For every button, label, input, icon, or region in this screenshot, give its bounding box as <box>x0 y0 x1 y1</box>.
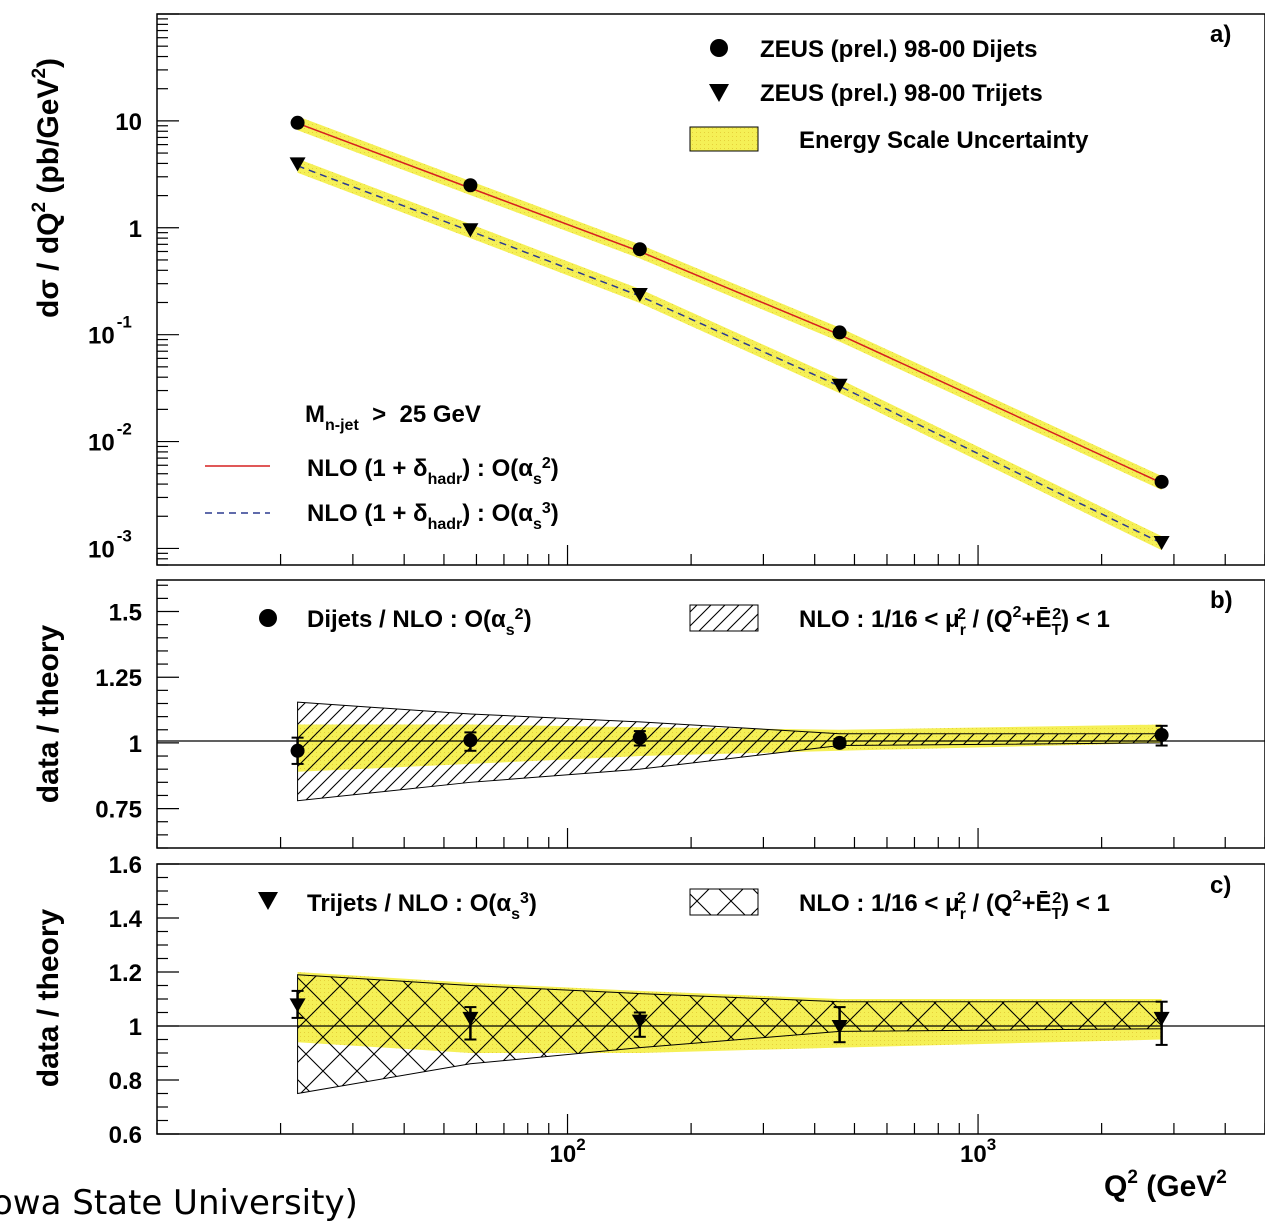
y-tick-label: 0.75 <box>95 797 142 824</box>
legend-scale-band: NLO : 1/16 < μr2 / (Q2+ĒT2) < 1 <box>799 888 1110 923</box>
y-tick-label: 10 <box>115 109 142 136</box>
y-tick-label: 1 <box>129 731 142 758</box>
panel-a-label: a) <box>1210 21 1231 48</box>
legend-nlo2: NLO (1 + δhadr) : O(αs2) <box>307 455 559 488</box>
legend-trijets-marker <box>709 84 729 102</box>
data-points <box>290 724 1169 765</box>
legend-trijets-ratio-marker <box>258 892 278 910</box>
legend-dijets-ratio: Dijets / NLO : O(αs2) <box>307 606 532 639</box>
panel-c: 0.6 0.8 1 1.2 1.4 1.6 c) Trijets / NLO : O(αs… <box>32 852 1265 1203</box>
x-minor-ticks <box>156 545 1265 565</box>
y-tick-label: 1.25 <box>95 665 142 692</box>
dijet-point <box>632 242 647 257</box>
energy-band-area <box>297 116 1162 490</box>
trijet-point <box>631 288 648 303</box>
legend-dijets: ZEUS (prel.) 98-00 Dijets <box>760 36 1037 63</box>
trijet-point <box>462 223 479 238</box>
energy-band-area <box>297 158 1162 551</box>
x-tick-label: 102 <box>550 1135 586 1168</box>
y-tick-label: 10-2 <box>88 420 132 457</box>
y-ticks: 0.6 0.8 1 1.2 1.4 1.6 <box>109 852 179 1149</box>
ratio-point <box>289 998 306 1013</box>
scale-band-area <box>297 701 1163 802</box>
ratio-point <box>1153 1011 1170 1026</box>
legend-scale-band: NLO : 1/16 < μr2 / (Q2+ĒT2) < 1 <box>799 604 1110 639</box>
y-tick-label: 1 <box>129 216 142 243</box>
ratio-point <box>462 1011 479 1026</box>
legend-trijets: ZEUS (prel.) 98-00 Trijets <box>760 80 1043 107</box>
data-points <box>289 115 1170 550</box>
panel-c-label: c) <box>1210 872 1231 899</box>
data-points <box>289 989 1170 1046</box>
y-ticks: 10 1 10-1 10-2 10-3 <box>88 13 179 566</box>
y-tick-label: 1 <box>129 1014 142 1041</box>
uncertainty-bands <box>297 701 1163 802</box>
ratio-point <box>1154 728 1169 743</box>
legend-energy-band: Energy Scale Uncertainty <box>799 127 1089 154</box>
panel-b-ylabel: data / theory <box>32 624 65 803</box>
y-tick-label: 1.6 <box>109 852 142 879</box>
y-tick-label: 1.5 <box>109 600 142 627</box>
trijet-point <box>831 378 848 393</box>
uncertainty-bands <box>297 972 1163 1095</box>
x-minor-ticks <box>156 828 1265 848</box>
trijet-point <box>1153 535 1170 550</box>
ratio-point <box>463 733 478 748</box>
y-tick-label: 0.6 <box>109 1122 142 1149</box>
legend-scale-swatch <box>689 604 759 632</box>
panel-b: 0.75 1 1.25 1.5 b) Dijets / NLO : O(αs2) NL… <box>32 579 1265 849</box>
ratio-point <box>632 730 647 745</box>
trijet-point <box>289 157 306 172</box>
x-axis-title: Q2 (GeV2 <box>1104 1167 1227 1203</box>
panel-a: 10 1 10-1 10-2 10-3 a) ZEUS (prel.) 98-00 Di… <box>29 13 1265 566</box>
energy-scale-bands <box>297 116 1162 551</box>
legend-band-swatch <box>689 126 759 152</box>
panel-c-ylabel: data / theory <box>32 908 65 1087</box>
y-tick-label: 1.4 <box>109 906 143 933</box>
panel-b-frame <box>156 579 1265 849</box>
dijet-point <box>832 325 847 340</box>
dijet-point <box>290 115 305 130</box>
mass-cut-label: Mn-jet > 25 GeV <box>305 401 481 434</box>
ratio-point <box>631 1014 648 1029</box>
ratio-point <box>831 1020 848 1034</box>
y-tick-label: 0.8 <box>109 1068 142 1095</box>
legend-trijets-ratio: Trijets / NLO : O(αs3) <box>307 890 537 923</box>
x-tick-labels: 102 103 <box>550 1135 997 1168</box>
x-tick-label: 103 <box>960 1135 996 1168</box>
panel-b-label: b) <box>1210 587 1233 614</box>
y-tick-label: 1.2 <box>109 960 142 987</box>
ratio-point <box>832 735 847 750</box>
dijet-point <box>463 178 478 193</box>
y-tick-label: 10-1 <box>88 313 132 350</box>
x-ticks <box>156 1114 1265 1134</box>
dijet-point <box>1154 474 1169 489</box>
panel-a-ylabel: dσ / dQ2 (pb/GeV2) <box>29 58 65 318</box>
y-tick-label: 10-3 <box>88 526 132 563</box>
legend-scale-swatch <box>689 888 759 916</box>
legend-nlo3: NLO (1 + δhadr) : O(αs3) <box>307 500 559 533</box>
legend-dijets-marker <box>710 39 728 57</box>
footer-caption: owa State University) <box>0 1183 358 1223</box>
ratio-point <box>290 743 305 758</box>
y-ticks: 0.75 1 1.25 1.5 <box>95 584 179 849</box>
legend-dijets-ratio-marker <box>259 609 277 627</box>
panel-a-frame <box>156 13 1265 566</box>
